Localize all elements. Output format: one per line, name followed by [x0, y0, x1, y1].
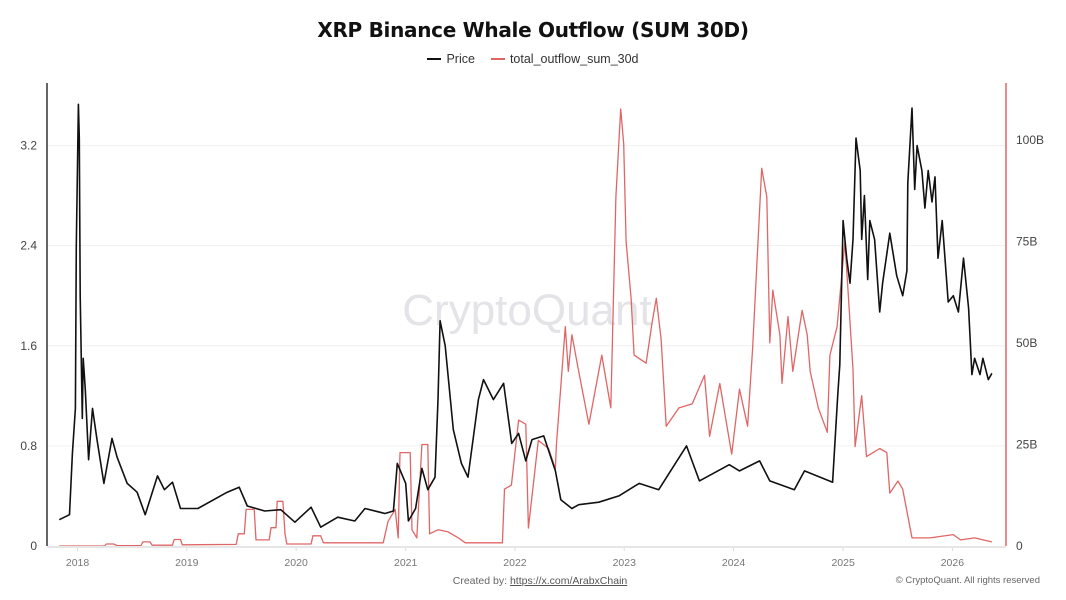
legend-label-outflow: total_outflow_sum_30d: [509, 52, 639, 66]
copyright: © CryptoQuant. All rights reserved: [895, 575, 1040, 586]
legend-item-outflow[interactable]: total_outflow_sum_30d: [490, 52, 639, 66]
x-tick-label: 2021: [394, 557, 418, 569]
x-tick-label: 2024: [722, 557, 746, 569]
chart-title: XRP Binance Whale Outflow (SUM 30D): [317, 18, 749, 42]
y-left-tick-label: 3.2: [20, 139, 37, 153]
x-tick-label: 2019: [175, 557, 199, 569]
x-tick-label: 2018: [66, 557, 90, 569]
y-left-tick-label: 0.8: [20, 439, 37, 453]
y-right-tick-label: 100B: [1016, 133, 1044, 147]
x-tick-label: 2025: [831, 557, 855, 569]
created-by-label: Created by:: [452, 575, 508, 587]
x-tick-label: 2020: [284, 557, 308, 569]
x-tick-label: 2026: [941, 557, 965, 569]
y-right-tick-label: 0: [1016, 539, 1023, 553]
legend: Price total_outflow_sum_30d: [0, 52, 1066, 66]
legend-label-price: Price: [446, 52, 475, 66]
y-right-tick-label: 50B: [1016, 336, 1037, 350]
x-tick-label: 2023: [613, 557, 637, 569]
y-left-tick-label: 1.6: [20, 339, 37, 353]
y-right-tick-label: 75B: [1016, 234, 1037, 248]
price-line: [58, 103, 993, 528]
legend-swatch-price: [427, 58, 442, 60]
watermark: CryptoQuant: [402, 286, 651, 335]
legend-swatch-outflow: [490, 58, 505, 60]
x-tick-label: 2022: [503, 557, 527, 569]
outflow-line: [59, 108, 993, 547]
legend-item-price[interactable]: Price: [427, 52, 475, 66]
footer-credit: Created by: https://x.com/ArabxChain: [0, 575, 1066, 587]
created-by-link[interactable]: https://x.com/ArabxChain: [509, 575, 628, 587]
y-right-tick-label: 25B: [1016, 437, 1037, 451]
y-left-tick-label: 0: [30, 539, 37, 553]
y-left-tick-label: 2.4: [20, 239, 37, 253]
